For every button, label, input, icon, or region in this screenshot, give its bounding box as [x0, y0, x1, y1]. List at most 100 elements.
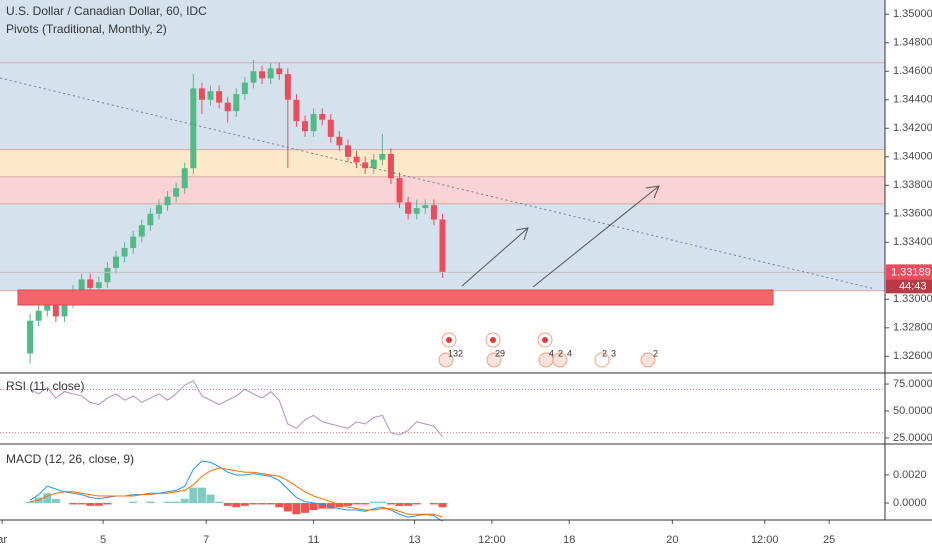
- candle-body: [344, 145, 351, 157]
- histogram-bar: [180, 498, 189, 504]
- candle-body: [224, 102, 231, 112]
- indicator-line: [29, 460, 443, 522]
- y-tick-label: 25.0000: [893, 432, 932, 444]
- histogram-bar: [352, 503, 361, 505]
- x-tick-label: 11: [308, 534, 319, 546]
- x-tick-label: 20: [666, 534, 678, 546]
- histogram-bar: [172, 501, 181, 504]
- candle-body: [35, 310, 42, 321]
- histogram-bar: [94, 503, 103, 506]
- y-tick-label: 75.0000: [893, 378, 932, 390]
- arrows: [461, 185, 660, 288]
- histogram-bar: [378, 501, 387, 504]
- y-tick-label: 1.32600: [893, 350, 932, 362]
- candle-body: [413, 208, 420, 214]
- histogram-bar: [163, 501, 172, 504]
- candle-body: [405, 202, 412, 214]
- y-tick-label: 1.34400: [893, 94, 932, 106]
- event-count: 2: [602, 348, 607, 358]
- last-price-box: [886, 264, 932, 280]
- pivot-zone: [0, 0, 885, 63]
- event-count: 4: [549, 348, 554, 358]
- candle-body: [430, 205, 437, 220]
- x-tick-label: 5: [100, 534, 106, 546]
- ca-flag[interactable]: [594, 352, 610, 368]
- histogram-bar: [189, 487, 198, 504]
- arrow: [461, 227, 529, 287]
- y-tick-label: 1.33600: [893, 208, 932, 220]
- histogram-bar: [240, 503, 249, 506]
- histogram-bar: [258, 503, 267, 505]
- histogram-bar: [395, 503, 404, 506]
- candle-body: [362, 162, 369, 169]
- countdown-label: 44:43: [899, 280, 927, 292]
- ca-leaf: [542, 337, 548, 343]
- histogram-bar: [26, 501, 35, 504]
- candle-body: [250, 71, 257, 83]
- candle-body: [370, 159, 377, 169]
- candle-body: [104, 267, 111, 283]
- histogram-bar: [232, 503, 241, 508]
- y-tick-label: 1.35000: [893, 8, 932, 20]
- candle-body: [181, 168, 188, 189]
- pivot-zone: [0, 176, 885, 204]
- candle-body: [353, 156, 360, 163]
- candle-body: [164, 196, 171, 206]
- histogram-bar: [283, 503, 292, 512]
- event-count: 2: [653, 348, 658, 358]
- candle-body: [78, 279, 85, 291]
- countdown-box: [886, 279, 932, 294]
- candle-body: [216, 91, 223, 103]
- histogram-bar: [386, 503, 395, 505]
- histogram-bar: [77, 503, 86, 505]
- y-tick-label: 50.0000: [893, 405, 932, 417]
- candle-body: [336, 136, 343, 146]
- x-tick-label: 7: [203, 534, 209, 546]
- candle-body: [95, 282, 102, 288]
- us-flag[interactable]: [438, 352, 454, 368]
- us-flag[interactable]: [552, 352, 568, 368]
- candle-body: [61, 302, 68, 317]
- candle-body: [198, 88, 205, 100]
- ca-leaf: [490, 337, 496, 343]
- candle-body: [284, 74, 291, 100]
- ca-leaf: [446, 337, 452, 343]
- candle-body: [259, 71, 266, 79]
- us-flag[interactable]: [640, 352, 656, 368]
- candle-body: [302, 121, 309, 132]
- candle-body: [233, 94, 240, 112]
- candle-body: [173, 188, 180, 197]
- histogram-bar: [249, 503, 258, 505]
- candle-body: [147, 213, 154, 226]
- histogram-bar: [429, 503, 438, 505]
- us-flag[interactable]: [486, 352, 502, 368]
- histogram-bar: [43, 493, 52, 504]
- y-tick-label: 1.33000: [893, 293, 932, 305]
- candle-body: [387, 153, 394, 179]
- histogram-bar: [369, 501, 378, 504]
- arrow-head: [515, 227, 529, 241]
- event-count: 2: [558, 348, 563, 358]
- events: 132 29 4 2 4 2 3 2: [438, 332, 658, 368]
- candle-body: [319, 114, 326, 120]
- y-tick-label: 1.34000: [893, 151, 932, 163]
- candle-body: [293, 99, 300, 122]
- pivot-zone: [0, 149, 885, 177]
- x-tick-label: ar: [0, 534, 7, 546]
- trend-line: [0, 77, 876, 290]
- chart-title: U.S. Dollar / Canadian Dollar, 60, IDC: [6, 4, 207, 18]
- candle-body: [190, 88, 197, 169]
- histogram-bar: [326, 503, 335, 509]
- histogram-bar: [438, 503, 447, 508]
- histogram-bar: [103, 503, 112, 505]
- y-tick-label: 1.32800: [893, 322, 932, 334]
- x-tick-label: 25: [823, 534, 835, 546]
- candle-body: [27, 320, 34, 354]
- candle-body: [439, 219, 446, 273]
- arrow: [532, 185, 660, 288]
- last-price-label: 1.33189: [891, 266, 931, 278]
- y-tick-label: 1.34600: [893, 65, 932, 77]
- histogram-bar: [215, 501, 224, 504]
